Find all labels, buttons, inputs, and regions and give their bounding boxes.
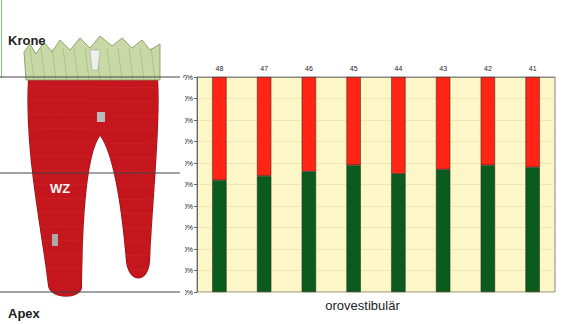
svg-text:41: 41 xyxy=(529,65,537,72)
svg-text:70%: 70% xyxy=(179,224,193,231)
svg-text:40%: 40% xyxy=(179,160,193,167)
svg-text:0%: 0% xyxy=(183,74,193,81)
svg-text:orovestibulär: orovestibulär xyxy=(325,298,400,313)
svg-text:42: 42 xyxy=(484,65,492,72)
svg-text:100%: 100% xyxy=(175,289,193,296)
svg-text:45: 45 xyxy=(350,65,358,72)
svg-text:48: 48 xyxy=(215,65,223,72)
svg-text:Krone: Krone xyxy=(8,33,46,48)
svg-text:50%: 50% xyxy=(179,181,193,188)
svg-text:46: 46 xyxy=(305,65,313,72)
svg-text:20%: 20% xyxy=(179,117,193,124)
svg-text:Apex: Apex xyxy=(8,306,41,321)
svg-text:60%: 60% xyxy=(179,203,193,210)
svg-text:30%: 30% xyxy=(179,138,193,145)
svg-text:47: 47 xyxy=(260,65,268,72)
svg-text:44: 44 xyxy=(394,65,402,72)
svg-text:10%: 10% xyxy=(179,95,193,102)
svg-text:43: 43 xyxy=(439,65,447,72)
svg-text:80%: 80% xyxy=(179,246,193,253)
svg-text:90%: 90% xyxy=(179,267,193,274)
svg-text:WZ: WZ xyxy=(50,181,70,196)
